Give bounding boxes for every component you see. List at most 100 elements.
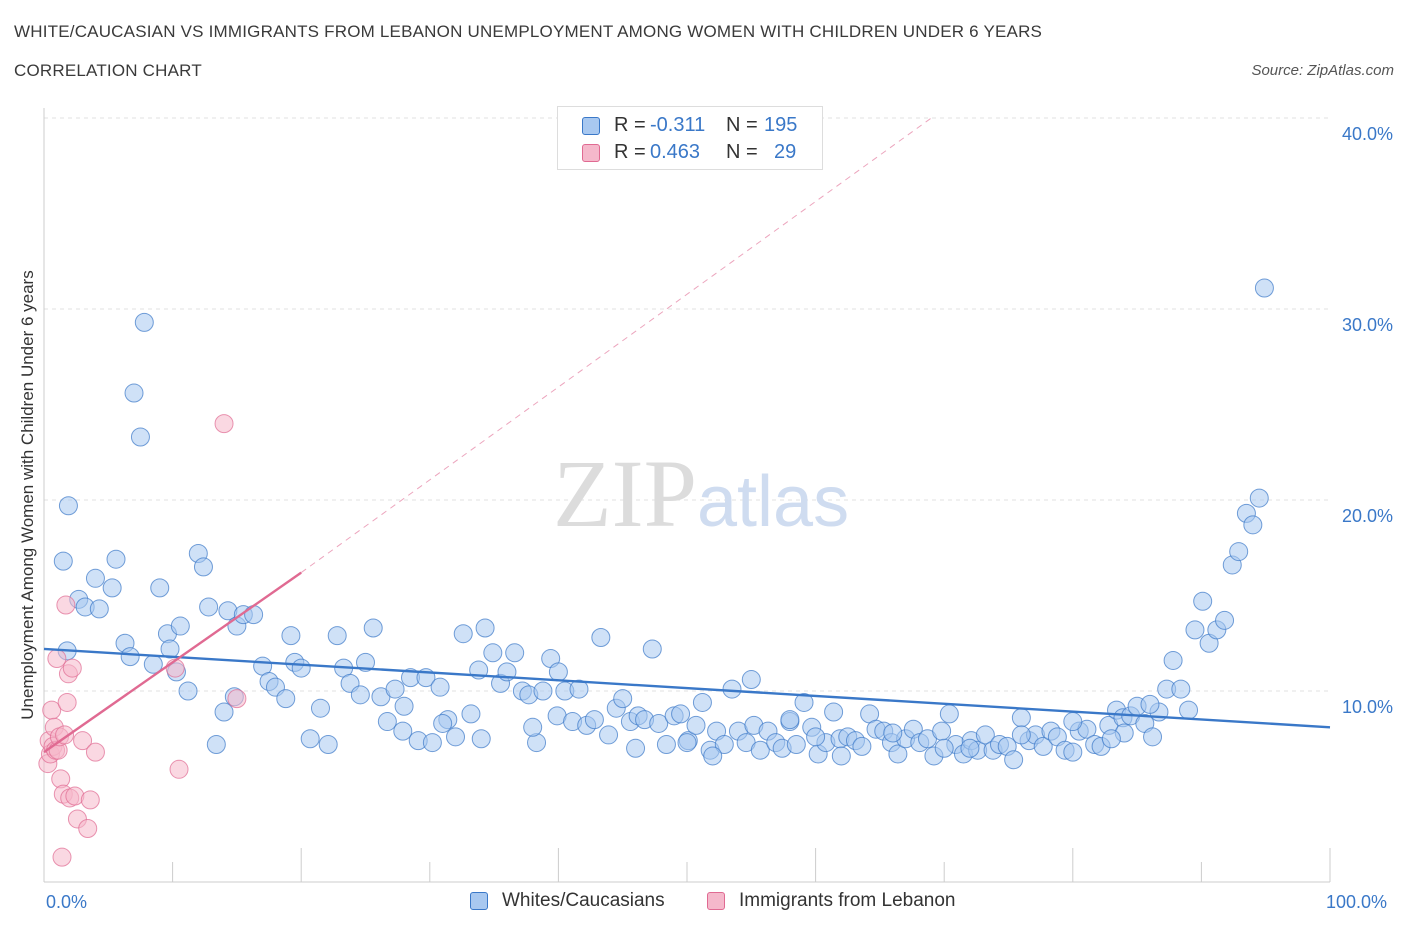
point-whites — [626, 738, 646, 758]
point-whites — [350, 685, 370, 705]
legend-r-label: R = — [614, 114, 646, 136]
point-whites — [677, 733, 697, 753]
x-tick-label-max: 100.0% — [1326, 892, 1388, 912]
point-lebanon — [56, 595, 76, 615]
point-whites — [356, 652, 375, 672]
point-lebanon — [62, 658, 82, 678]
y-tick-label: 40.0% — [1342, 124, 1393, 144]
point-lebanon — [214, 414, 234, 434]
point-whites — [276, 689, 296, 709]
y-tick-label: 10.0% — [1342, 697, 1393, 717]
y-axis-title: Unemployment Among Women with Children U… — [18, 270, 37, 720]
legend-r-label: R = — [614, 141, 646, 163]
point-whites — [1140, 694, 1160, 714]
bottom-legend-label: Immigrants from Lebanon — [739, 890, 956, 911]
point-whites — [883, 723, 903, 743]
point-whites — [300, 729, 320, 749]
point-whites — [214, 702, 234, 722]
point-whites — [430, 677, 450, 697]
legend-n-label: N = — [726, 114, 758, 136]
point-whites — [794, 692, 814, 712]
x-tick-label-min: 0.0% — [46, 892, 88, 912]
point-whites — [686, 715, 706, 735]
watermark-atlas: atlas — [697, 462, 850, 542]
point-whites — [134, 312, 154, 332]
point-whites — [824, 702, 844, 722]
watermark-zip: ZIP — [553, 440, 697, 547]
point-whites — [178, 681, 198, 701]
point-whites — [1171, 679, 1191, 699]
bottom-legend-swatch-whites — [470, 892, 488, 910]
legend-swatch-lebanon — [582, 144, 600, 162]
point-lebanon — [227, 689, 247, 709]
point-whites — [1243, 515, 1263, 535]
correlation-legend: R = -0.311 N = 195 R = 0.463 N = 29 — [557, 106, 823, 170]
point-whites — [85, 568, 105, 588]
point-whites — [150, 578, 170, 598]
trend-line-extension-lebanon — [300, 117, 932, 573]
point-whites — [934, 738, 954, 758]
point-whites — [599, 725, 619, 745]
point-whites — [960, 738, 980, 758]
point-whites — [363, 618, 383, 638]
point-whites — [1249, 488, 1269, 508]
watermark: ZIPatlas — [553, 438, 849, 549]
point-whites — [852, 736, 872, 756]
point-whites — [569, 679, 589, 699]
trend-line-whites — [43, 647, 1331, 729]
legend-n-value: 29 — [774, 141, 797, 163]
y-tick-label: 30.0% — [1342, 315, 1393, 335]
point-whites — [1101, 729, 1121, 749]
point-whites — [120, 647, 140, 667]
legend-n-label: N = — [726, 141, 758, 163]
point-whites — [649, 713, 669, 733]
point-whites — [393, 721, 413, 741]
source-label: Source: ZipAtlas.com — [1251, 62, 1394, 79]
point-whites — [1063, 742, 1083, 762]
point-whites — [1229, 542, 1249, 562]
point-whites — [327, 626, 347, 646]
point-whites — [505, 643, 525, 663]
point-lebanon — [80, 790, 100, 810]
point-whites — [1163, 650, 1183, 670]
point-whites — [483, 643, 503, 663]
chart-subtitle: CORRELATION CHART — [14, 61, 202, 80]
legend-swatch-whites — [582, 117, 600, 135]
point-lebanon — [85, 742, 105, 762]
point-whites — [1254, 278, 1274, 298]
point-whites — [1004, 750, 1024, 770]
legend-r-value: -0.311 — [650, 114, 706, 136]
point-whites — [786, 734, 806, 754]
point-whites — [310, 698, 330, 718]
bottom-legend-label: Whites/Caucasians — [502, 890, 665, 911]
point-whites — [453, 624, 473, 644]
point-whites — [806, 727, 826, 747]
point-whites — [671, 704, 691, 724]
legend-r-value: 0.463 — [650, 141, 701, 163]
point-whites — [1063, 712, 1083, 732]
point-lebanon — [73, 731, 93, 751]
point-whites — [377, 712, 397, 732]
point-lebanon — [78, 819, 98, 839]
point-whites — [642, 639, 662, 659]
point-whites — [1185, 620, 1205, 640]
point-whites — [244, 605, 264, 625]
point-whites — [750, 740, 770, 760]
point-lebanon — [169, 759, 189, 779]
point-whites — [939, 704, 959, 724]
point-whites — [703, 746, 723, 766]
point-whites — [53, 551, 73, 571]
point-whites — [591, 628, 611, 648]
point-whites — [160, 639, 180, 659]
point-whites — [548, 662, 568, 682]
point-whites — [461, 704, 481, 724]
point-whites — [692, 692, 712, 712]
point-whites — [422, 733, 442, 753]
point-whites — [888, 744, 908, 764]
point-whites — [714, 734, 734, 754]
point-whites — [656, 734, 676, 754]
point-whites — [533, 681, 553, 701]
point-whites — [58, 496, 78, 516]
point-whites — [281, 626, 301, 646]
